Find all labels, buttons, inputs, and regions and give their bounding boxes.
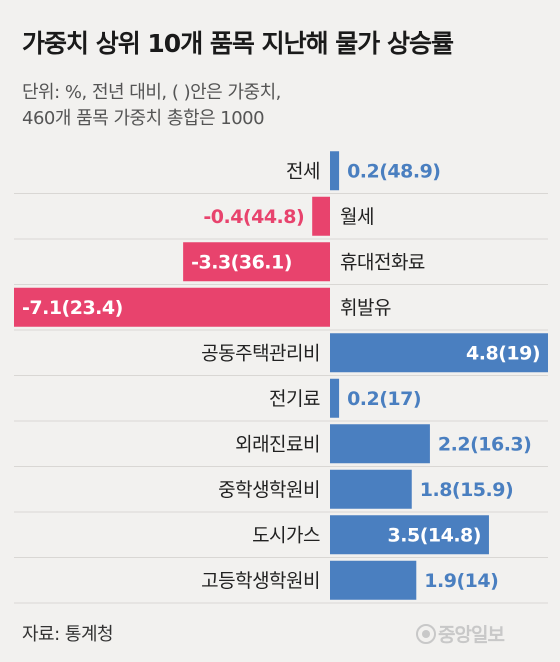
publisher-logo: 중앙일보 (416, 620, 505, 647)
category-label: 중학생학원비 (218, 479, 320, 501)
bar (330, 560, 417, 600)
bar (330, 333, 548, 373)
category-label: 월세 (340, 206, 374, 228)
data-label: 0.2(17) (347, 388, 421, 410)
category-label: 전세 (286, 160, 320, 182)
category-label: 공동주택관리비 (201, 342, 320, 364)
data-label: 1.9(14) (424, 570, 498, 592)
data-label: -0.4(44.8) (203, 206, 304, 228)
category-label: 휴대전화료 (340, 251, 425, 273)
bar (183, 242, 330, 282)
data-label: 4.8(19) (466, 342, 540, 364)
logo-text: 중앙일보 (438, 624, 505, 646)
bar (330, 469, 412, 509)
chart-subtitle: 단위: %, 전년 대비, ( )안은 가중치, 460개 품목 가중치 총합은… (22, 80, 281, 132)
data-label: 1.8(15.9) (420, 479, 513, 501)
chart-title: 가중치 상위 10개 품목 지난해 물가 상승률 (22, 29, 454, 58)
data-label: 2.2(16.3) (438, 433, 531, 455)
bar (330, 424, 430, 464)
category-label: 외래진료비 (235, 433, 320, 455)
source-note: 자료: 통계청 (22, 624, 114, 645)
category-label: 고등학생학원비 (201, 570, 320, 592)
bar (312, 196, 330, 236)
subtitle-line-2: 460개 품목 가중치 총합은 1000 (22, 108, 265, 129)
category-label: 도시가스 (252, 524, 320, 546)
bar (330, 378, 340, 418)
bar (330, 151, 340, 191)
data-label: -3.3(36.1) (191, 251, 292, 273)
bar (330, 515, 489, 555)
data-label: 3.5(14.8) (388, 524, 481, 546)
subtitle-line-1: 단위: %, 전년 대비, ( )안은 가중치, (22, 82, 281, 103)
bar (14, 287, 330, 327)
data-label: -7.1(23.4) (22, 297, 123, 319)
data-label: 0.2(48.9) (347, 160, 440, 182)
logo-icon (416, 624, 436, 644)
category-label: 휘발유 (340, 297, 391, 319)
category-label: 전기료 (269, 388, 320, 410)
